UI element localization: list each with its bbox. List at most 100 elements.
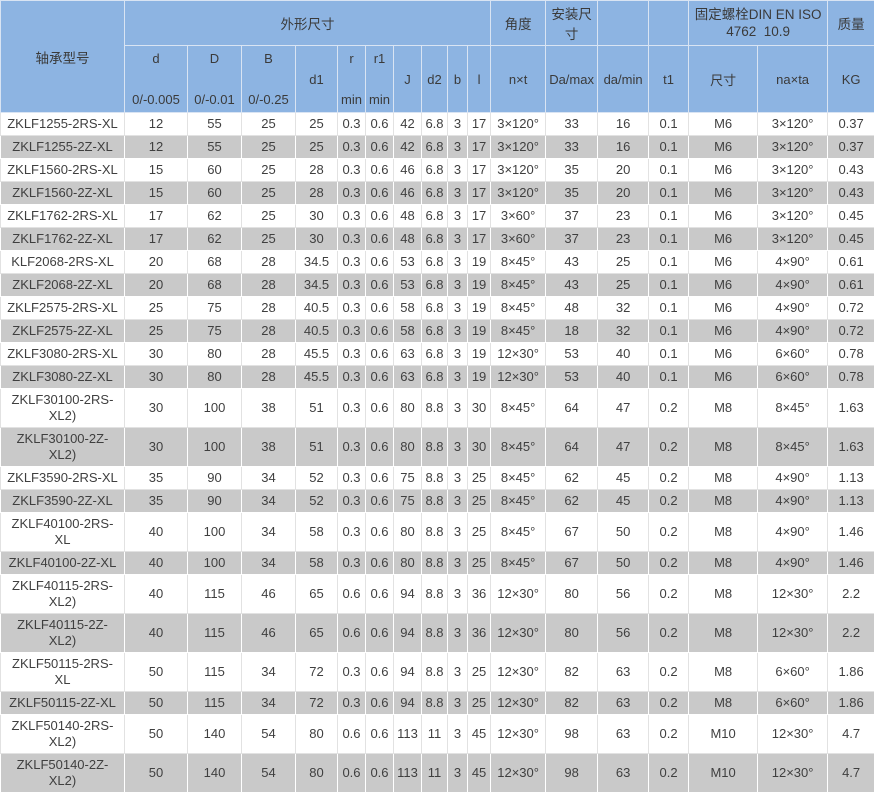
cell-cap-b: 46 <box>242 614 296 653</box>
cell-b: 3 <box>448 320 468 343</box>
cell-j: 48 <box>394 228 422 251</box>
cell-n-x-t: 3×120° <box>491 159 546 182</box>
cell-j: 94 <box>394 575 422 614</box>
cell-t1: 0.1 <box>649 251 689 274</box>
column-header-kg: KG <box>828 46 874 113</box>
cell-r1: 0.6 <box>366 366 394 389</box>
cell-j: 58 <box>394 320 422 343</box>
cell-da-min: 47 <box>598 389 649 428</box>
cell-da-max: 33 <box>546 113 598 136</box>
cell-r: 0.3 <box>338 182 366 205</box>
cell-na-x-ta: 3×120° <box>758 159 828 182</box>
cell-da-min: 23 <box>598 228 649 251</box>
cell-model: ZKLF2575-2RS-XL <box>1 297 125 320</box>
cell-d1: 52 <box>296 490 338 513</box>
column-header-j: J <box>394 46 422 113</box>
cell-cap-d: 90 <box>188 467 242 490</box>
cell-na-x-ta: 12×30° <box>758 754 828 793</box>
cell-t1: 0.2 <box>649 653 689 692</box>
cell-r: 0.3 <box>338 136 366 159</box>
cell-r1: 0.6 <box>366 614 394 653</box>
cell-r: 0.3 <box>338 552 366 575</box>
cell-model: ZKLF1762-2RS-XL <box>1 205 125 228</box>
cell-n-x-t: 8×45° <box>491 251 546 274</box>
cell-n-x-t: 12×30° <box>491 343 546 366</box>
cell-bolt-size: M8 <box>689 467 758 490</box>
cell-j: 94 <box>394 653 422 692</box>
cell-bolt-size: M6 <box>689 274 758 297</box>
cell-bolt-size: M6 <box>689 320 758 343</box>
cell-bolt-size: M6 <box>689 366 758 389</box>
cell-model: ZKLF2575-2Z-XL <box>1 320 125 343</box>
cell-j: 42 <box>394 136 422 159</box>
cell-kg: 2.2 <box>828 614 874 653</box>
cell-n-x-t: 8×45° <box>491 389 546 428</box>
cell-da-min: 16 <box>598 136 649 159</box>
cell-da-max: 43 <box>546 274 598 297</box>
cell-d: 12 <box>125 136 188 159</box>
cell-t1: 0.1 <box>649 343 689 366</box>
cell-cap-b: 34 <box>242 513 296 552</box>
cell-b: 3 <box>448 614 468 653</box>
cell-na-x-ta: 6×60° <box>758 366 828 389</box>
cell-model: ZKLF3590-2Z-XL <box>1 490 125 513</box>
cell-cap-d: 115 <box>188 614 242 653</box>
cell-kg: 0.45 <box>828 228 874 251</box>
cell-r1: 0.6 <box>366 182 394 205</box>
cell-da-max: 98 <box>546 715 598 754</box>
cell-d: 50 <box>125 692 188 715</box>
cell-cap-d: 68 <box>188 251 242 274</box>
cell-d1: 30 <box>296 228 338 251</box>
cell-r1: 0.6 <box>366 320 394 343</box>
cell-l: 19 <box>468 297 491 320</box>
cell-n-x-t: 8×45° <box>491 490 546 513</box>
cell-j: 75 <box>394 490 422 513</box>
cell-d2: 8.8 <box>422 653 448 692</box>
cell-d2: 8.8 <box>422 692 448 715</box>
cell-bolt-size: M8 <box>689 614 758 653</box>
cell-r1: 0.6 <box>366 715 394 754</box>
cell-d: 30 <box>125 389 188 428</box>
cell-da-min: 20 <box>598 159 649 182</box>
cell-cap-d: 62 <box>188 228 242 251</box>
column-tolerance: min <box>340 92 363 107</box>
cell-d1: 25 <box>296 113 338 136</box>
cell-bolt-size: M8 <box>689 389 758 428</box>
cell-t1: 0.1 <box>649 366 689 389</box>
cell-cap-d: 100 <box>188 389 242 428</box>
cell-cap-d: 140 <box>188 754 242 793</box>
cell-cap-b: 28 <box>242 320 296 343</box>
cell-d1: 28 <box>296 159 338 182</box>
cell-r1: 0.6 <box>366 513 394 552</box>
cell-d1: 72 <box>296 692 338 715</box>
cell-cap-b: 25 <box>242 113 296 136</box>
cell-d2: 8.8 <box>422 552 448 575</box>
cell-na-x-ta: 3×120° <box>758 228 828 251</box>
cell-j: 94 <box>394 692 422 715</box>
cell-kg: 0.78 <box>828 343 874 366</box>
cell-j: 53 <box>394 274 422 297</box>
header-group-row: 轴承型号 外形尺寸 角度 安装尺寸 固定螺栓DIN EN ISO 4762 10… <box>1 1 874 46</box>
cell-bolt-size: M6 <box>689 205 758 228</box>
cell-bolt-size: M8 <box>689 513 758 552</box>
cell-cap-b: 28 <box>242 274 296 297</box>
cell-r: 0.3 <box>338 159 366 182</box>
cell-bolt-size: M6 <box>689 136 758 159</box>
cell-da-max: 18 <box>546 320 598 343</box>
cell-r: 0.3 <box>338 205 366 228</box>
cell-kg: 1.46 <box>828 552 874 575</box>
cell-d2: 6.8 <box>422 366 448 389</box>
cell-bolt-size: M8 <box>689 575 758 614</box>
cell-model: ZKLF30100-2Z-XL2) <box>1 428 125 467</box>
cell-r: 0.3 <box>338 274 366 297</box>
column-tolerance: 0/-0.25 <box>244 92 293 107</box>
